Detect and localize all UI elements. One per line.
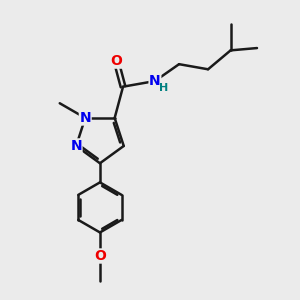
Text: N: N [80,111,91,125]
Text: O: O [94,249,106,263]
Text: N: N [70,139,82,153]
Text: N: N [149,74,161,88]
Text: O: O [110,54,122,68]
Text: H: H [159,83,168,93]
